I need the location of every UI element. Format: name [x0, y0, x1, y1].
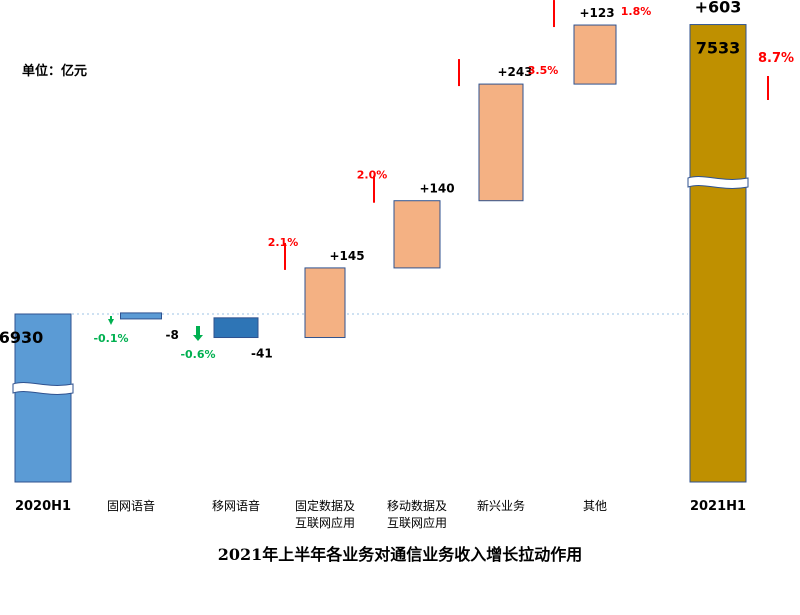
- bar-7: [689, 24, 747, 483]
- growth-pct-4: 2.0%: [357, 169, 388, 182]
- growth-pct-5: 3.5%: [528, 64, 559, 77]
- bar-0: [14, 313, 72, 483]
- category-label-3-1: 互联网应用: [295, 515, 355, 530]
- growth-arrow-head-1: [108, 319, 114, 325]
- category-label-1-0: 固网语音: [107, 498, 155, 513]
- value-label-1: -8: [166, 328, 179, 342]
- value-label-6: +123: [579, 6, 614, 20]
- category-label-4-0: 移动数据及: [387, 498, 447, 513]
- growth-pct-7: 8.7%: [758, 51, 794, 66]
- value-label-4: +140: [419, 182, 454, 196]
- category-label-4-1: 互联网应用: [387, 515, 447, 530]
- growth-pct-1: -0.1%: [93, 332, 128, 345]
- bar-3: [304, 267, 346, 339]
- bar-4: [393, 200, 441, 269]
- value-label-7: 7533: [696, 39, 741, 58]
- category-label-7-0: 2021H1: [690, 499, 746, 514]
- growth-pct-3: 2.1%: [268, 236, 299, 249]
- growth-pct-2: -0.6%: [180, 348, 215, 361]
- unit-label: 单位：亿元: [22, 64, 88, 79]
- value-label-5: +243: [497, 65, 532, 79]
- axis-break-0: [12, 382, 74, 395]
- bar-2: [213, 317, 259, 339]
- bar-1: [120, 312, 162, 320]
- category-label-3-0: 固定数据及: [295, 498, 355, 513]
- value-label-0: 6930: [0, 328, 43, 347]
- total-change-label: +603: [695, 0, 742, 17]
- category-label-5-0: 新兴业务: [477, 498, 525, 513]
- growth-arrow-head-2: [193, 335, 203, 341]
- bar-5: [478, 83, 524, 202]
- chart-title: 2021年上半年各业务对通信业务收入增长拉动作用: [217, 545, 583, 564]
- category-label-6-0: 其他: [583, 499, 607, 513]
- value-label-3: +145: [329, 249, 364, 263]
- category-label-0-0: 2020H1: [15, 499, 71, 514]
- axis-break-7: [687, 176, 749, 189]
- category-label-2-0: 移网语音: [212, 498, 260, 513]
- value-label-2: -41: [251, 347, 273, 361]
- bar-6: [573, 24, 617, 85]
- growth-pct-6: 1.8%: [621, 5, 652, 18]
